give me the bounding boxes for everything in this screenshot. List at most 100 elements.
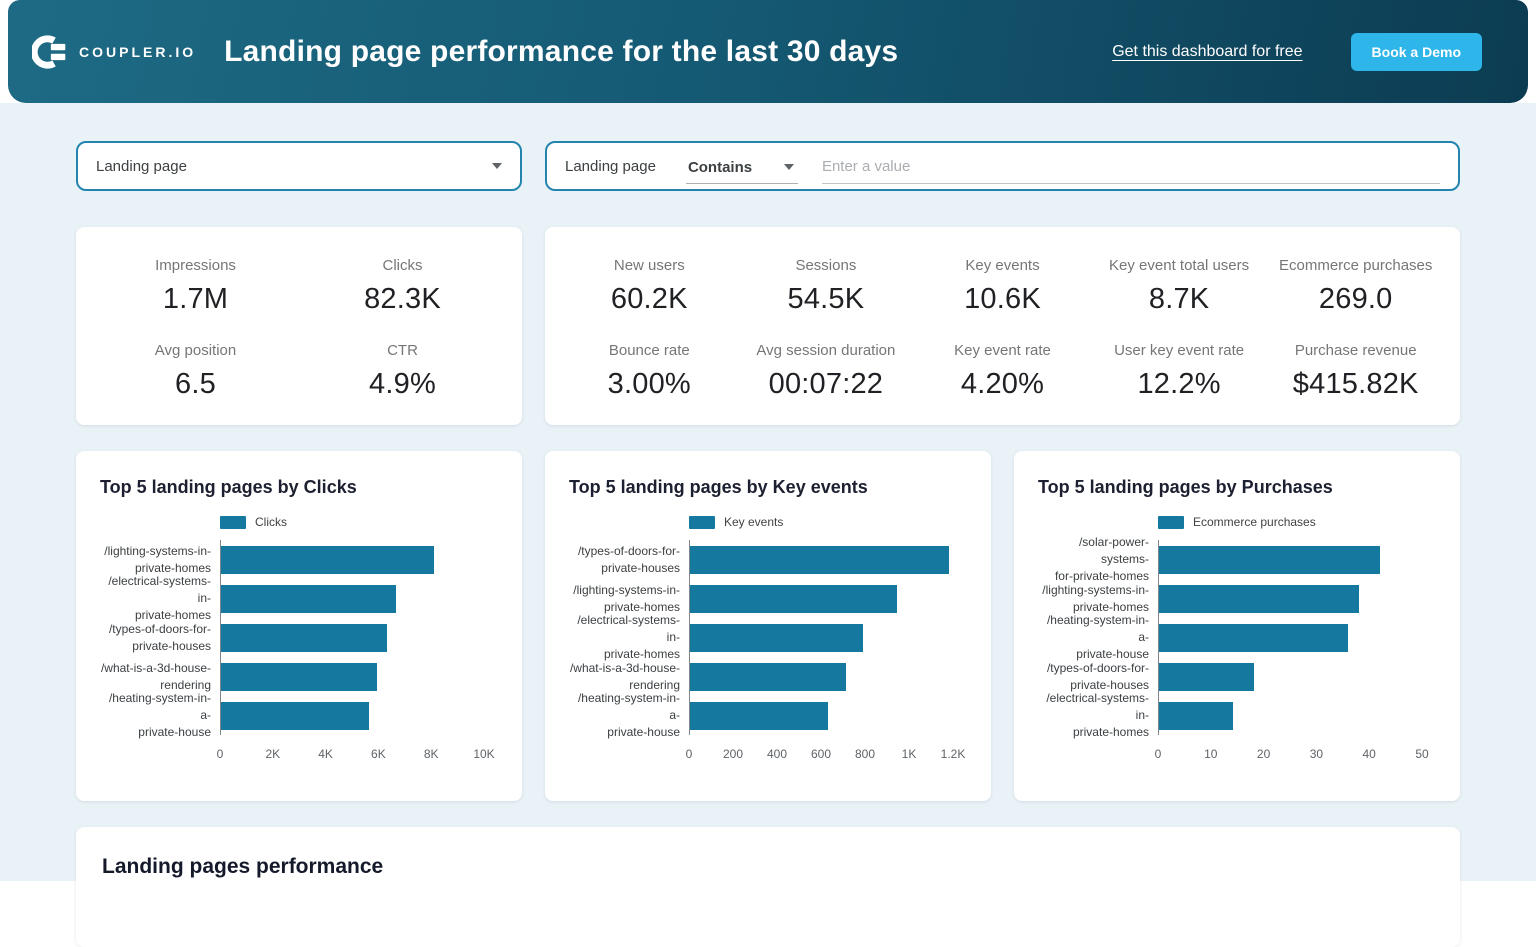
bar-plot: /types-of-doors-for-private-houses/light… xyxy=(569,540,967,739)
kpi-label: Avg session duration xyxy=(756,342,896,359)
operator-select-value: Contains xyxy=(687,158,753,176)
bar-track xyxy=(1158,696,1422,735)
search-kpi-card: Impressions 1.7M Clicks 82.3K Avg positi… xyxy=(76,227,522,425)
chevron-down-icon[interactable] xyxy=(783,164,794,170)
filter-value-input[interactable] xyxy=(821,156,1440,184)
x-tick-label: 200 xyxy=(722,747,744,761)
coupler-logo-icon xyxy=(32,34,68,69)
analytics-kpi-card: New users 60.2K Sessions 54.5K Key event… xyxy=(545,227,1460,425)
bar[interactable] xyxy=(221,545,435,574)
x-tick-label: 0 xyxy=(685,747,693,761)
x-tick-label: 800 xyxy=(854,747,876,761)
bar-row: /what-is-a-3d-house-rendering xyxy=(100,657,498,696)
category-label: /electrical-systems-in-private-homes xyxy=(577,613,680,661)
bar[interactable] xyxy=(690,662,846,691)
get-dashboard-link[interactable]: Get this dashboard for free xyxy=(1112,42,1303,60)
category-label: /electrical-systems-in-private-homes xyxy=(1046,691,1149,739)
bar[interactable] xyxy=(1159,701,1233,730)
bar-track xyxy=(220,657,484,696)
bar[interactable] xyxy=(221,623,388,652)
kpi-label: Key event total users xyxy=(1109,257,1250,274)
bar[interactable] xyxy=(1159,662,1254,691)
x-axis: 0 2K 4K 6K 8K 10K xyxy=(216,741,495,765)
dimension-dropdown[interactable]: Landing page xyxy=(76,141,522,191)
x-axis: 0 10 20 30 40 50 xyxy=(1155,741,1429,765)
bar-row: /heating-system-in-a-private-house xyxy=(100,691,498,739)
category-label: /what-is-a-3d-house-rendering xyxy=(100,660,211,692)
kpi-value: 269.0 xyxy=(1318,283,1393,315)
bar-plot: /lighting-systems-in-private-homes/elect… xyxy=(100,540,498,739)
kpi-label: User key event rate xyxy=(1114,342,1245,359)
kpi-value: 12.2% xyxy=(1137,368,1221,400)
legend-label: Ecommerce purchases xyxy=(1193,515,1316,529)
kpi-value: 4.20% xyxy=(960,368,1045,400)
bar-row: /electrical-systems-in-private-homes xyxy=(1038,691,1436,739)
kpi-value: 3.00% xyxy=(607,368,691,400)
category-label: /electrical-systems-in-private-homes xyxy=(108,574,211,622)
bar-track xyxy=(689,579,953,618)
kpi-value: 4.9% xyxy=(369,368,436,400)
kpi-user-key-event-rate: User key event rate 12.2% xyxy=(1091,342,1268,401)
bar-row: /heating-system-in-a-private-house xyxy=(569,691,967,739)
bar-row: /what-is-a-3d-house-rendering xyxy=(569,657,967,696)
bar-plot: /solar-power-systems-for-private-homes/l… xyxy=(1038,535,1436,739)
chevron-down-icon[interactable] xyxy=(492,163,502,169)
contains-filter: Landing page Contains xyxy=(545,141,1460,191)
chart-legend: Ecommerce purchases xyxy=(1158,515,1436,529)
x-tick-label: 6K xyxy=(371,747,386,761)
kpi-value: 82.3K xyxy=(364,283,441,315)
kpi-label: Avg position xyxy=(154,342,237,359)
book-demo-button[interactable]: Book a Demo xyxy=(1350,32,1482,71)
x-tick-label: 10 xyxy=(1204,747,1218,761)
operator-select[interactable]: Contains xyxy=(685,157,798,184)
category-label: /lighting-systems-in-private-homes xyxy=(104,543,211,575)
legend-label: Clicks xyxy=(255,515,287,529)
chart-top5-clicks: Top 5 landing pages by Clicks Clicks /li… xyxy=(76,451,522,801)
legend-swatch xyxy=(220,515,246,529)
category-label: /heating-system-in-a-private-house xyxy=(1046,613,1149,661)
bar[interactable] xyxy=(1159,623,1349,652)
bar[interactable] xyxy=(221,584,396,613)
kpi-label: Key event rate xyxy=(954,342,1051,359)
bar[interactable] xyxy=(221,662,378,691)
bar-track xyxy=(220,540,484,579)
bar[interactable] xyxy=(221,701,370,730)
bar[interactable] xyxy=(690,545,949,574)
bar-track xyxy=(220,696,484,735)
x-tick-label: 20 xyxy=(1256,747,1271,761)
bar-row: /electrical-systems-in-private-homes xyxy=(569,613,967,661)
coupler-logo-text: COUPLER.IO xyxy=(79,43,197,60)
category-label: /types-of-doors-for-private-houses xyxy=(108,621,211,653)
bar[interactable] xyxy=(1159,584,1359,613)
header-backdrop: COUPLER.IO Landing page performance for … xyxy=(0,0,1536,103)
bar[interactable] xyxy=(690,701,829,730)
landing-pages-performance-card: Landing pages performance xyxy=(76,827,1460,947)
x-tick-label: 40 xyxy=(1362,747,1376,761)
kpi-ctr: CTR 4.9% xyxy=(299,342,506,401)
bar-row: /types-of-doors-for-private-houses xyxy=(1038,657,1436,696)
bar[interactable] xyxy=(690,584,898,613)
category-label: /what-is-a-3d-house-rendering xyxy=(569,660,680,692)
filters-row: Landing page Landing page Contains xyxy=(76,141,1460,191)
category-label: /heating-system-in-a-private-house xyxy=(108,691,211,739)
kpi-key-event-total-users: Key event total users 8.7K xyxy=(1091,257,1268,316)
kpi-value: $415.82K xyxy=(1292,368,1419,400)
kpi-label: Ecommerce purchases xyxy=(1278,257,1433,274)
x-tick-label: 50 xyxy=(1415,747,1429,761)
x-tick-label: 10K xyxy=(473,747,495,761)
dashboard-header: COUPLER.IO Landing page performance for … xyxy=(8,0,1528,103)
kpi-ecommerce-purchases: Ecommerce purchases 269.0 xyxy=(1267,257,1444,316)
legend-swatch xyxy=(689,515,715,529)
page-title: Landing page performance for the last 30… xyxy=(224,34,899,68)
kpi-impressions: Impressions 1.7M xyxy=(92,257,299,316)
bar-track xyxy=(1158,579,1422,618)
bar-row: /types-of-doors-for-private-houses xyxy=(100,618,498,657)
bar[interactable] xyxy=(1159,545,1380,574)
dimension-dropdown-label: Landing page xyxy=(96,157,187,175)
bar-track xyxy=(689,618,953,657)
x-tick-label: 0 xyxy=(216,747,224,761)
bar[interactable] xyxy=(690,623,864,652)
x-tick-label: 600 xyxy=(810,747,832,761)
chart-legend: Key events xyxy=(689,515,967,529)
kpi-clicks: Clicks 82.3K xyxy=(299,257,506,316)
